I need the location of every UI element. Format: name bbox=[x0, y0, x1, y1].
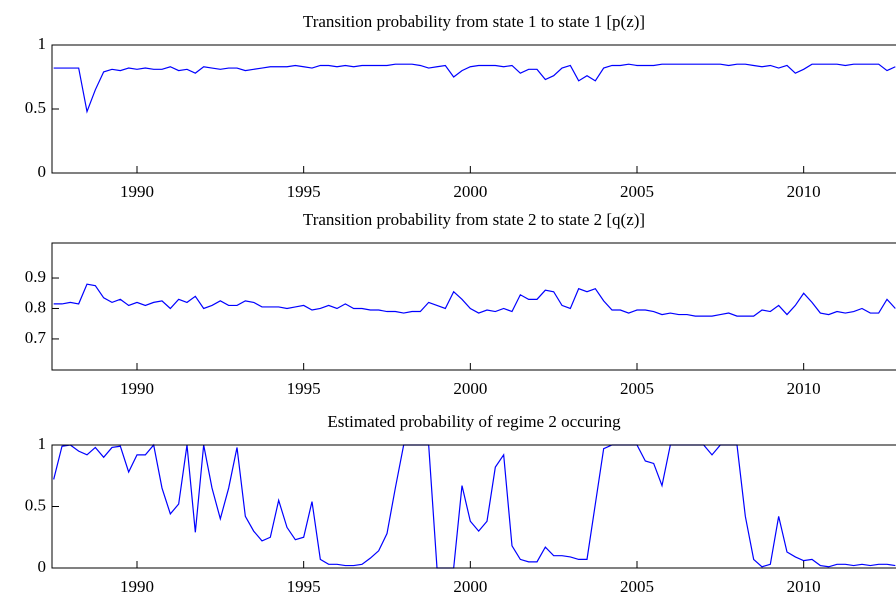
x-tick-label: 2000 bbox=[453, 379, 487, 398]
x-tick-label: 1990 bbox=[120, 379, 154, 398]
y-tick-label: 0 bbox=[38, 162, 47, 181]
x-tick-label: 2005 bbox=[620, 182, 654, 201]
y-tick-label: 1 bbox=[38, 434, 47, 453]
y-tick-label: 0.5 bbox=[25, 98, 46, 117]
x-tick-label: 2000 bbox=[453, 577, 487, 596]
x-tick-label: 1995 bbox=[287, 379, 321, 398]
x-tick-label: 2010 bbox=[787, 577, 821, 596]
x-tick-label: 1995 bbox=[287, 577, 321, 596]
y-tick-label: 0.8 bbox=[25, 297, 46, 316]
y-tick-label: 0.9 bbox=[25, 267, 46, 286]
chart-title: Estimated probability of regime 2 occuri… bbox=[327, 412, 621, 431]
y-tick-label: 0 bbox=[38, 557, 47, 576]
data-line bbox=[53, 283, 896, 317]
data-line bbox=[53, 443, 896, 569]
chart-title: Transition probability from state 2 to s… bbox=[303, 210, 645, 229]
data-line bbox=[53, 63, 896, 114]
y-tick-label: 0.5 bbox=[25, 495, 46, 514]
axes-frame bbox=[51, 242, 896, 371]
axes-frame bbox=[51, 44, 896, 174]
x-tick-label: 2000 bbox=[453, 182, 487, 201]
x-tick-label: 2010 bbox=[787, 182, 821, 201]
x-tick-label: 1990 bbox=[120, 182, 154, 201]
x-tick-label: 1995 bbox=[287, 182, 321, 201]
chart-title: Transition probability from state 1 to s… bbox=[303, 12, 645, 31]
axes-frame bbox=[51, 444, 896, 569]
y-tick-label: 1 bbox=[38, 34, 47, 53]
x-tick-label: 2005 bbox=[620, 577, 654, 596]
y-tick-label: 0.7 bbox=[25, 328, 47, 347]
x-tick-label: 2010 bbox=[787, 379, 821, 398]
x-tick-label: 2005 bbox=[620, 379, 654, 398]
x-tick-label: 1990 bbox=[120, 577, 154, 596]
